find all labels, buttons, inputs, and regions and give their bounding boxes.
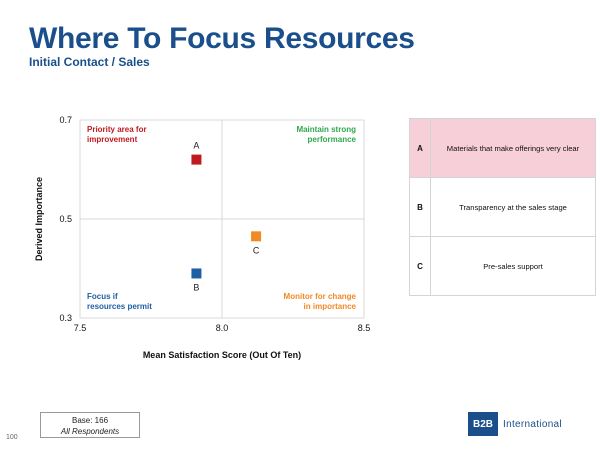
quadrant-label-maintain: performance — [308, 135, 357, 144]
x-tick-label: 7.5 — [74, 323, 87, 333]
quadrant-label-monitor: Monitor for change — [284, 292, 357, 301]
x-axis-label: Mean Satisfaction Score (Out Of Ten) — [143, 350, 301, 360]
logo-text: International — [503, 418, 562, 430]
data-point-label: C — [253, 245, 260, 255]
x-tick-label: 8.5 — [358, 323, 371, 333]
data-point-label: B — [193, 282, 199, 292]
legend-description: Materials that make offerings very clear — [430, 118, 596, 178]
legend-letter: A — [409, 118, 431, 178]
quadrant-label-focus: resources permit — [87, 302, 152, 311]
y-tick-label: 0.7 — [59, 115, 72, 125]
quadrant-label-priority: Priority area for — [87, 125, 147, 134]
legend-table: A Materials that make offerings very cle… — [409, 118, 596, 296]
legend-description: Pre-sales support — [430, 236, 596, 296]
page-subtitle: Initial Contact / Sales — [29, 55, 150, 69]
logo-mark: B2B — [468, 412, 498, 436]
y-tick-label: 0.3 — [59, 313, 72, 323]
page-title: Where To Focus Resources — [29, 22, 415, 55]
legend-row: B Transparency at the sales stage — [409, 177, 596, 237]
y-tick-label: 0.5 — [59, 214, 72, 224]
quadrant-label-priority: improvement — [87, 135, 138, 144]
data-point-b — [191, 268, 202, 279]
quadrant-label-maintain: Maintain strong — [296, 125, 356, 134]
quadrant-label-monitor: in importance — [304, 302, 357, 311]
y-axis-label: Derived Importance — [34, 177, 44, 261]
legend-description: Transparency at the sales stage — [430, 177, 596, 237]
x-tick-label: 8.0 — [216, 323, 229, 333]
quadrant-label-focus: Focus if — [87, 292, 118, 301]
base-respondents: All Respondents — [60, 427, 120, 436]
legend-letter: C — [409, 236, 431, 296]
base-count: Base: 166 — [71, 416, 109, 425]
legend-row: C Pre-sales support — [409, 236, 596, 296]
company-logo: B2B International — [468, 412, 562, 436]
legend-row: A Materials that make offerings very cle… — [409, 118, 596, 178]
data-point-c — [251, 231, 262, 242]
base-note: Base: 166 All Respondents — [40, 412, 140, 438]
data-point-a — [191, 154, 202, 165]
page-number: 100 — [6, 434, 18, 441]
legend-letter: B — [409, 177, 431, 237]
data-point-label: A — [193, 141, 199, 151]
